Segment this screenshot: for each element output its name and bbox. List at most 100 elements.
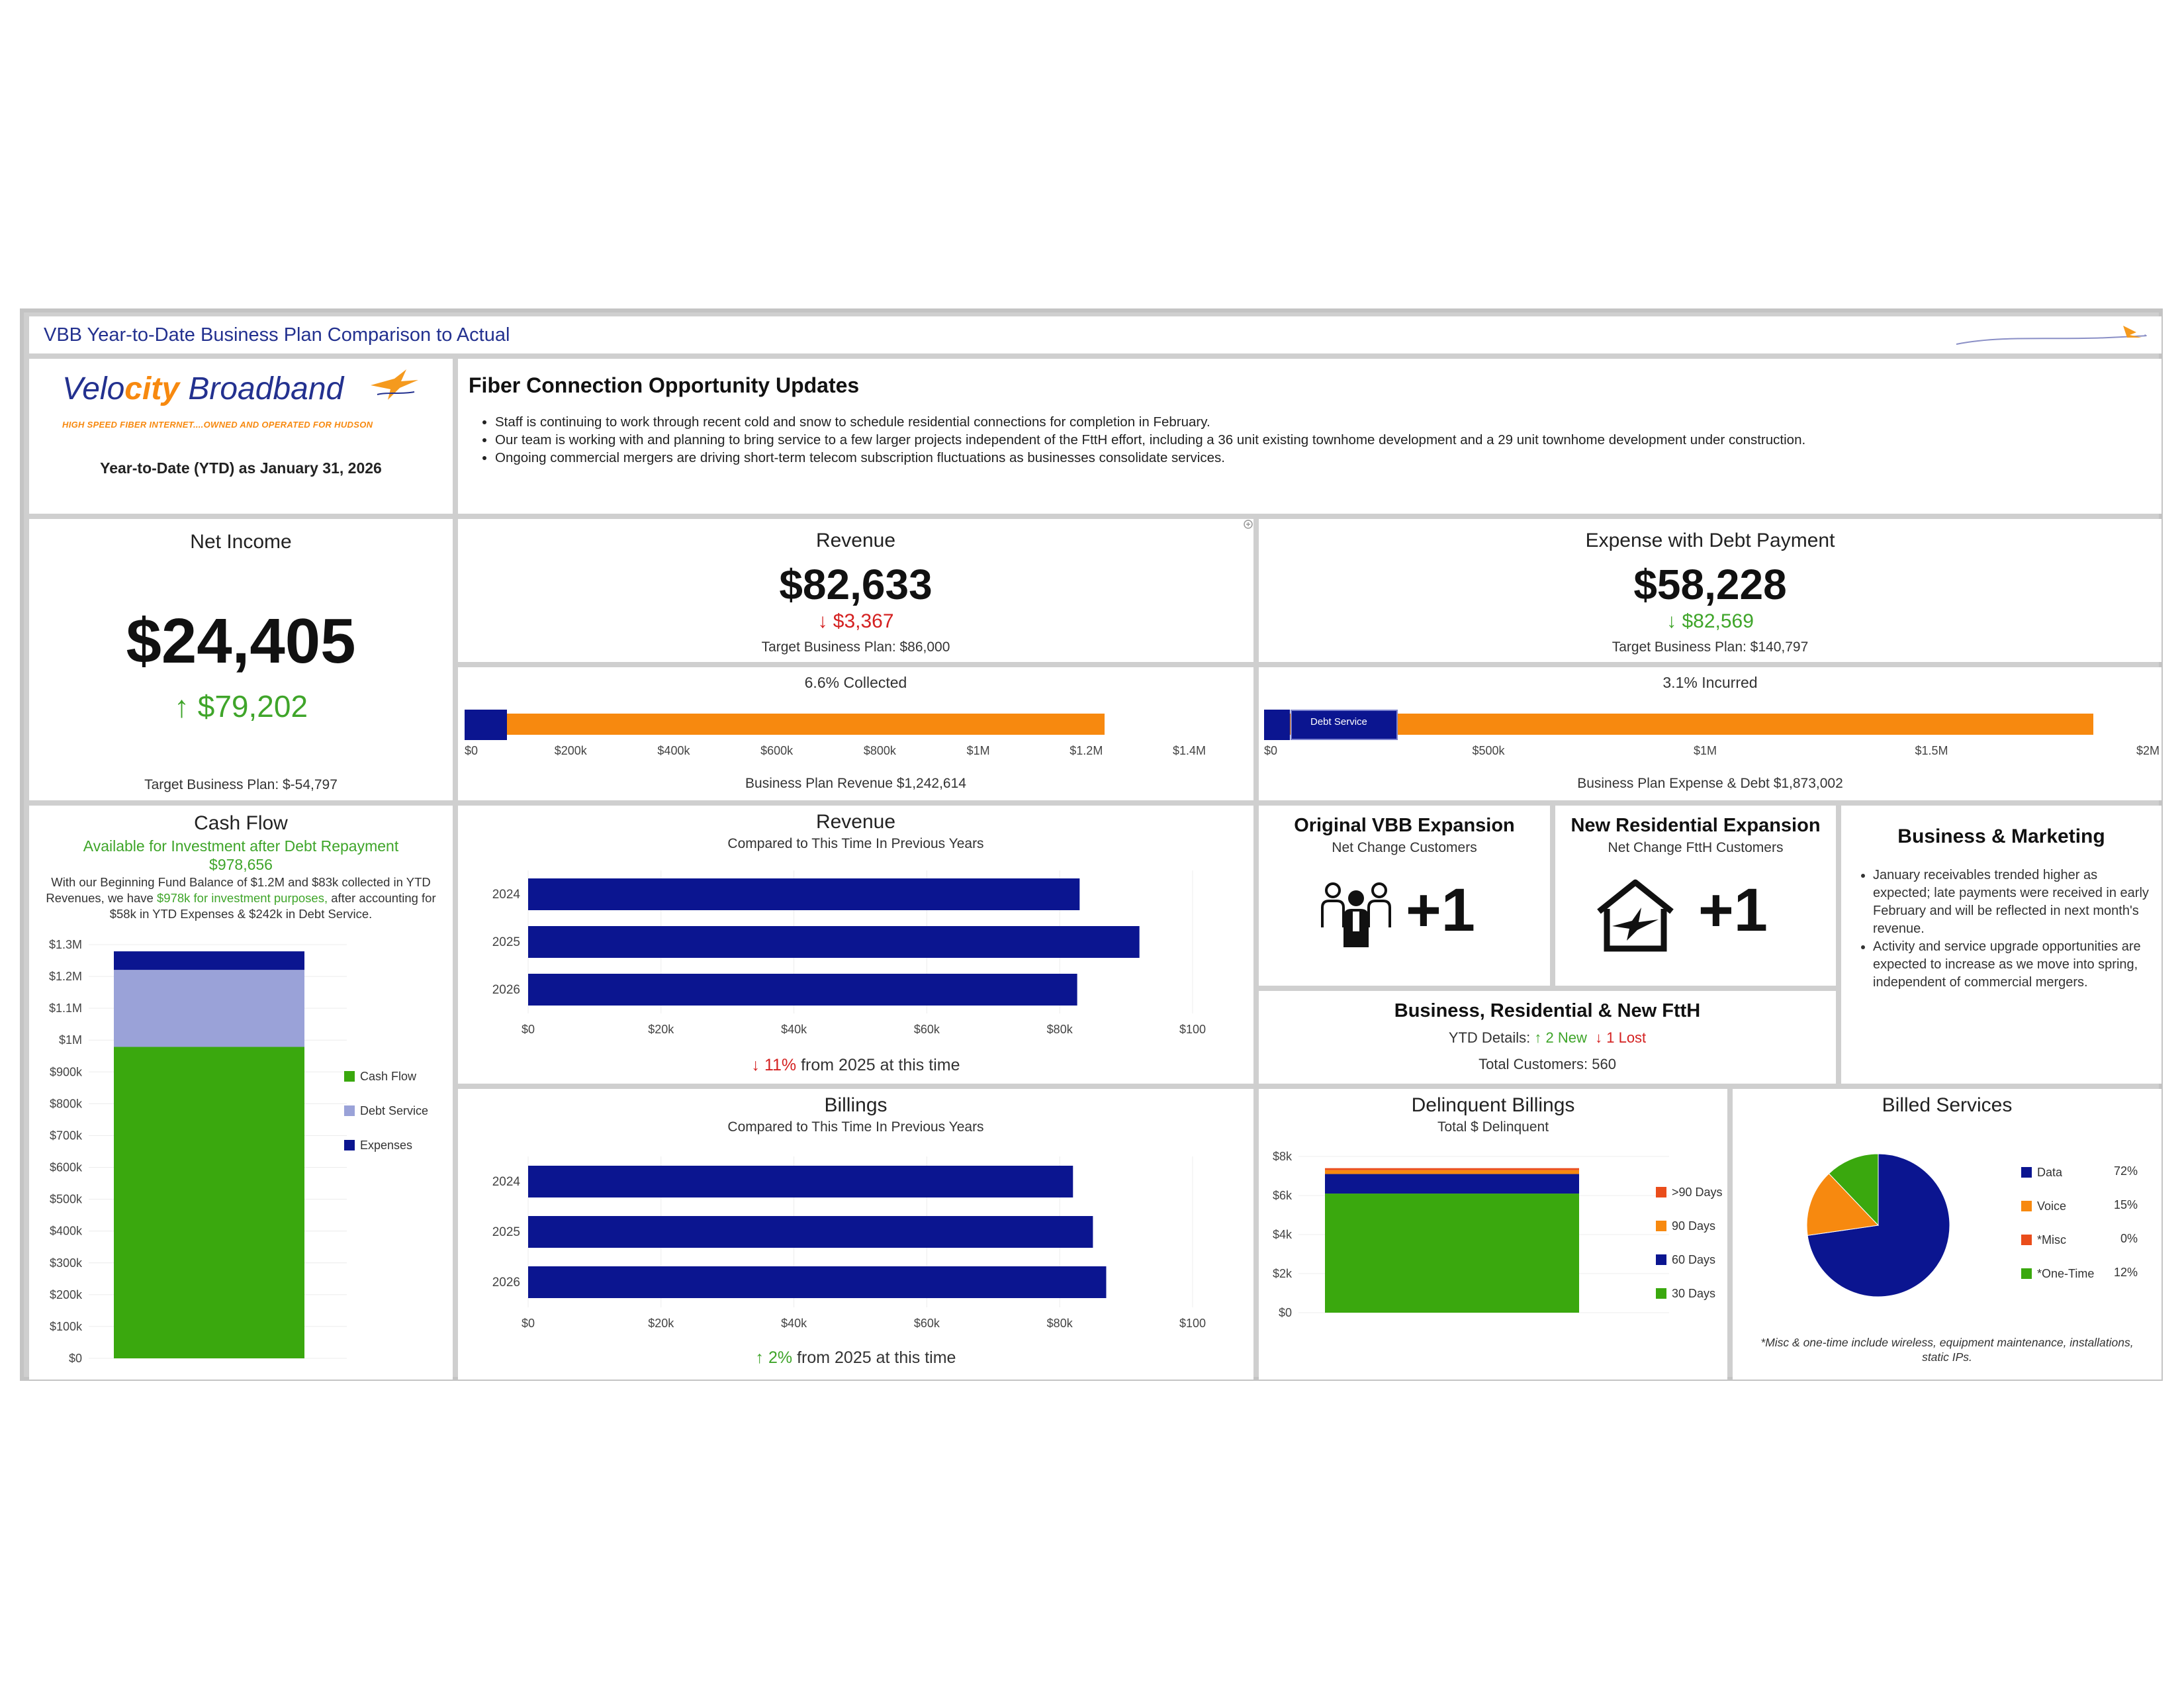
x-tick-label: $40k bbox=[781, 1023, 807, 1036]
revenue-progress-footer: Business Plan Revenue $1,242,614 bbox=[745, 776, 966, 791]
legend-swatch bbox=[344, 1140, 355, 1150]
logo-panel: Velocity Broadband HIGH SPEED FIBER INTE… bbox=[29, 359, 453, 514]
y-tick-label: $1.2M bbox=[49, 970, 82, 983]
x-tick-label: $20k bbox=[648, 1023, 674, 1036]
title-bar: VBB Year-to-Date Business Plan Compariso… bbox=[29, 316, 2161, 353]
y-tick-label: $2k bbox=[1273, 1267, 1293, 1280]
bar-2026 bbox=[528, 1266, 1107, 1298]
revenue-kpi-title: Revenue bbox=[815, 530, 896, 551]
legend-swatch bbox=[1656, 1221, 1666, 1231]
legend-label: >90 Days bbox=[1672, 1186, 1723, 1199]
expense-kpi-value: $58,228 bbox=[1633, 561, 1787, 608]
pie-value-label: 12% bbox=[2114, 1266, 2138, 1279]
combined-title: Business, Residential & New FttH bbox=[1394, 1000, 1701, 1021]
expense-plan-bar bbox=[1264, 714, 2094, 735]
billings-compare-panel: Billings Compared to This Time In Previo… bbox=[458, 1089, 1253, 1380]
tick-label: $0 bbox=[465, 744, 478, 757]
fiber-home-icon bbox=[1597, 879, 1674, 952]
original-expansion-subtitle: Net Change Customers bbox=[1332, 840, 1477, 855]
tick-label: $2M bbox=[2136, 744, 2160, 757]
expense-kpi-title: Expense with Debt Payment bbox=[1585, 530, 1835, 551]
original-expansion-panel: Original VBB Expansion Net Change Custom… bbox=[1259, 806, 1550, 986]
cash-flow-subtitle: Available for Investment after Debt Repa… bbox=[83, 837, 399, 855]
delinquent-title: Delinquent Billings bbox=[1411, 1094, 1575, 1116]
expense-kpi-target: Target Business Plan: $140,797 bbox=[1612, 639, 1809, 655]
y-tick-label: $600k bbox=[50, 1161, 83, 1174]
brand-logo: Velocity Broadband bbox=[62, 371, 344, 406]
x-tick-label: $80k bbox=[1047, 1023, 1073, 1036]
legend-swatch bbox=[344, 1105, 355, 1116]
y-tick-label: $0 bbox=[69, 1352, 82, 1365]
expense-kpi-panel: Expense with Debt Payment $58,228 ↓ $82,… bbox=[1259, 519, 2161, 662]
combined-ytd-details: YTD Details: ↑ 2 New ↓ 1 Lost bbox=[1448, 1029, 1647, 1046]
business-marketing-panel: Business & Marketing January receivables… bbox=[1841, 806, 2161, 1084]
cash-flow-title: Cash Flow bbox=[194, 812, 288, 834]
expense-progress-axis: $0 $500k $1M $1.5M $2M bbox=[1264, 744, 2160, 760]
business-marketing-title: Business & Marketing bbox=[1897, 825, 2105, 847]
hummingbird-icon bbox=[371, 369, 418, 400]
revenue-progress-axis: $0 $200k $400k $600k $800k $1M $1.2M $1.4M bbox=[465, 744, 1206, 760]
new-expansion-title: New Residential Expansion bbox=[1570, 815, 1821, 836]
revenue-plan-bar bbox=[465, 714, 1105, 735]
dashboard-title: VBB Year-to-Date Business Plan Compariso… bbox=[44, 324, 510, 346]
y-category-label: 2025 bbox=[492, 1225, 520, 1239]
x-tick-label: $60k bbox=[914, 1317, 940, 1330]
expand-icon[interactable] bbox=[1243, 519, 1253, 530]
billed-services-chart: Data 72% Voice 15% *Misc 0% *One-Time 12% bbox=[1806, 1153, 2138, 1297]
x-tick-label: $60k bbox=[914, 1023, 940, 1036]
legend-label: Cash Flow bbox=[360, 1070, 417, 1083]
expense-incurred-bar bbox=[1264, 710, 1290, 740]
list-item: Activity and service upgrade opportuniti… bbox=[1873, 938, 2155, 992]
legend-swatch bbox=[1656, 1288, 1666, 1299]
delinquent-chart: $0 $2k $4k $6k $8k >90 Days 90 Days 60 Days 30 D… bbox=[1273, 1150, 1723, 1319]
y-tick-label: $1.1M bbox=[49, 1002, 82, 1015]
bar-60-days bbox=[1325, 1174, 1579, 1194]
legend-label: Debt Service bbox=[360, 1104, 428, 1117]
tick-label: $1.5M bbox=[1915, 744, 1948, 757]
x-tick-label: $100 bbox=[1179, 1317, 1206, 1330]
revenue-kpi-value: $82,633 bbox=[779, 561, 933, 608]
legend-swatch bbox=[344, 1071, 355, 1082]
net-income-panel: Net Income $24,405 ↑ $79,202 Target Busi… bbox=[29, 519, 453, 800]
revenue-kpi-target: Target Business Plan: $86,000 bbox=[761, 639, 950, 655]
new-expansion-panel: New Residential Expansion Net Change Ftt… bbox=[1555, 806, 1836, 986]
y-tick-label: $700k bbox=[50, 1129, 83, 1142]
pie-value-label: 72% bbox=[2114, 1164, 2138, 1178]
billings-compare-chart: $0 $20k $40k $60k $80k $100 2024 2025 2026 bbox=[492, 1156, 1206, 1330]
y-tick-label: $1M bbox=[59, 1033, 82, 1047]
y-tick-label: $100k bbox=[50, 1320, 83, 1333]
bar-2025 bbox=[528, 1216, 1093, 1248]
bar-30-days bbox=[1325, 1194, 1579, 1313]
ytd-date-label: Year-to-Date (YTD) as January 31, 2026 bbox=[100, 459, 382, 477]
tick-label: $0 bbox=[1264, 744, 1278, 757]
legend-swatch bbox=[2021, 1268, 2032, 1279]
y-tick-label: $300k bbox=[50, 1256, 83, 1270]
bar--90-days bbox=[1325, 1168, 1579, 1170]
list-item: Ongoing commercial mergers are driving s… bbox=[495, 449, 2148, 467]
pie-slice--one-time bbox=[1828, 1153, 1879, 1227]
dashboard-frame: VBB Year-to-Date Business Plan Compariso… bbox=[20, 308, 2163, 1381]
original-expansion-value: +1 bbox=[1406, 876, 1475, 944]
legend-label: Data bbox=[2037, 1166, 2063, 1179]
brand-tagline: HIGH SPEED FIBER INTERNET....OWNED AND O… bbox=[62, 420, 373, 430]
expense-progress-title: 3.1% Incurred bbox=[1662, 674, 1758, 691]
net-income-title: Net Income bbox=[190, 531, 292, 553]
billings-compare-footer: ↑ 2% from 2025 at this time bbox=[755, 1348, 956, 1367]
revenue-kpi-panel: Revenue $82,633 ↓ $3,367 Target Business… bbox=[458, 519, 1253, 662]
revenue-collected-bar bbox=[465, 710, 508, 740]
list-item: Staff is continuing to work through rece… bbox=[495, 413, 2148, 431]
cash-flow-panel: Cash Flow Available for Investment after… bbox=[29, 806, 453, 1380]
y-tick-label: $6k bbox=[1273, 1189, 1293, 1202]
bar-2026 bbox=[528, 974, 1077, 1006]
combined-total: Total Customers: 560 bbox=[1479, 1056, 1616, 1072]
legend-swatch bbox=[1656, 1254, 1666, 1265]
original-expansion-title: Original VBB Expansion bbox=[1294, 815, 1515, 836]
bar-expenses bbox=[114, 951, 304, 970]
legend-label: Voice bbox=[2037, 1199, 2066, 1213]
y-category-label: 2026 bbox=[492, 983, 520, 997]
x-tick-label: $40k bbox=[781, 1317, 807, 1330]
expense-progress-chart: Debt Service bbox=[1264, 707, 2150, 740]
legend-label: 30 Days bbox=[1672, 1287, 1715, 1300]
y-category-label: 2024 bbox=[492, 888, 521, 902]
tick-label: $500k bbox=[1472, 744, 1505, 757]
